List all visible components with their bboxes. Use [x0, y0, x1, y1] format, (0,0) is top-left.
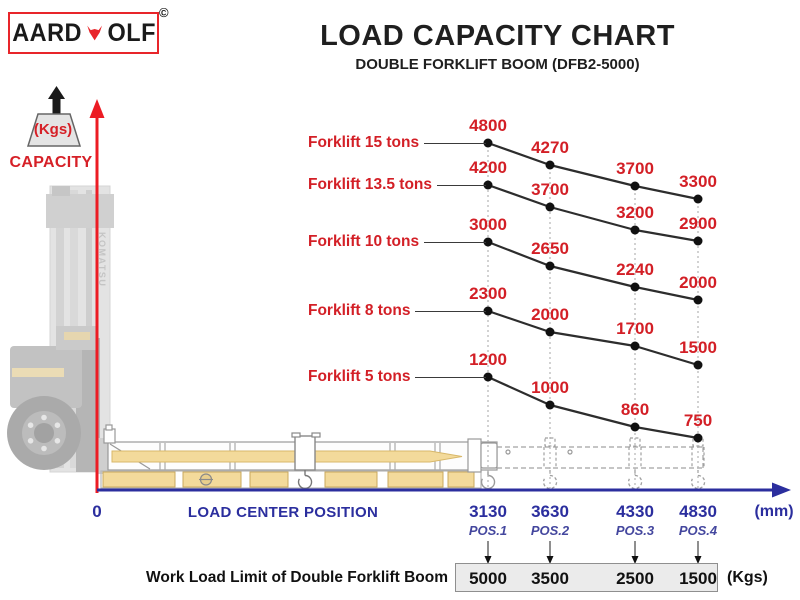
work-load-limit-value: 2500	[616, 569, 654, 588]
logo-text-right: OLF	[107, 18, 156, 47]
boom-drawing	[100, 424, 706, 490]
capacity-curves	[486, 141, 700, 440]
data-value: 3200	[616, 203, 654, 222]
position-label: POS.2	[530, 523, 570, 538]
series-name: Forklift 13.5 tons	[308, 176, 433, 193]
y-axis-label: CAPACITY	[9, 154, 93, 171]
data-value: 2240	[616, 260, 654, 279]
page-subtitle: DOUBLE FORKLIFT BOOM (DFB2-5000)	[355, 56, 640, 73]
x-tick-value: 3130	[469, 502, 507, 521]
data-value: 1000	[531, 378, 569, 397]
work-load-limit-value: 1500	[679, 569, 717, 588]
curve-forklift-5t	[486, 375, 700, 440]
series-name: Forklift 5 tons	[308, 368, 411, 385]
position-label: POS.4	[678, 523, 718, 538]
data-value: 2000	[679, 273, 717, 292]
data-value: 1200	[469, 350, 507, 369]
data-value: 4200	[469, 158, 507, 177]
work-load-limit-label: Work Load Limit of Double Forklift Boom	[146, 569, 448, 586]
position-label: POS.1	[468, 523, 508, 538]
curve-forklift-13-5t	[486, 183, 700, 243]
series-label-15t: Forklift 15 tons	[308, 134, 486, 152]
forklift-brand-text: KOMATSU	[97, 232, 107, 287]
data-value: 3000	[469, 215, 507, 234]
x-tick-value: 4330	[616, 502, 654, 521]
data-value: 860	[620, 400, 650, 419]
work-load-limit-table	[455, 563, 718, 592]
data-value: 2300	[469, 284, 507, 303]
label-connector-line	[424, 241, 486, 243]
data-value: 4270	[531, 138, 569, 157]
weight-icon	[26, 86, 82, 147]
x-tick-value: 3630	[531, 502, 569, 521]
aardwolf-logo: AARD OLF	[8, 12, 159, 54]
curve-forklift-10t	[486, 240, 700, 302]
series-name: Forklift 10 tons	[308, 233, 420, 250]
curve-forklift-15t	[486, 141, 700, 201]
data-value: 2000	[531, 305, 569, 324]
position-label: POS.3	[615, 523, 655, 538]
data-value: 3700	[616, 159, 654, 178]
data-value: 3700	[531, 180, 569, 199]
label-connector-line	[415, 310, 486, 312]
y-axis-arrow	[89, 99, 105, 493]
data-value: 1500	[679, 338, 717, 357]
x-axis-unit-label: (mm)	[754, 503, 794, 520]
label-connector-line	[424, 142, 486, 144]
series-label-8t: Forklift 8 tons	[308, 302, 486, 320]
wolf-head-icon	[87, 25, 103, 41]
x-tick-value: 4830	[679, 502, 717, 521]
data-value: 750	[683, 411, 713, 430]
data-value: 1700	[616, 319, 654, 338]
copyright-mark: ©	[159, 5, 169, 20]
x-axis-arrow	[97, 482, 791, 498]
series-name: Forklift 8 tons	[308, 302, 411, 319]
boom-hook-icons	[480, 470, 706, 490]
series-name: Forklift 15 tons	[308, 134, 420, 151]
logo-text-left: AARD	[12, 18, 82, 47]
x-axis-origin: 0	[92, 502, 102, 521]
work-load-limit-value: 5000	[469, 569, 507, 588]
curve-forklift-8t	[486, 309, 700, 367]
position-pointer-arrows	[484, 541, 702, 564]
series-label-13-5t: Forklift 13.5 tons	[308, 176, 486, 194]
data-value: 3300	[679, 172, 717, 191]
work-load-limit-unit: (Kgs)	[727, 569, 768, 586]
y-axis-unit-label: (Kgs)	[33, 121, 73, 138]
page-title: LOAD CAPACITY CHART	[320, 20, 675, 52]
series-label-10t: Forklift 10 tons	[308, 233, 486, 251]
data-value: 4800	[469, 116, 507, 135]
data-value: 2900	[679, 214, 717, 233]
data-value: 2650	[531, 239, 569, 258]
label-connector-line	[437, 184, 486, 186]
series-label-5t: Forklift 5 tons	[308, 368, 486, 386]
x-axis-label: LOAD CENTER POSITION	[187, 504, 379, 521]
work-load-limit-value: 3500	[531, 569, 569, 588]
label-connector-line	[415, 376, 486, 378]
data-point-markers	[483, 138, 703, 443]
